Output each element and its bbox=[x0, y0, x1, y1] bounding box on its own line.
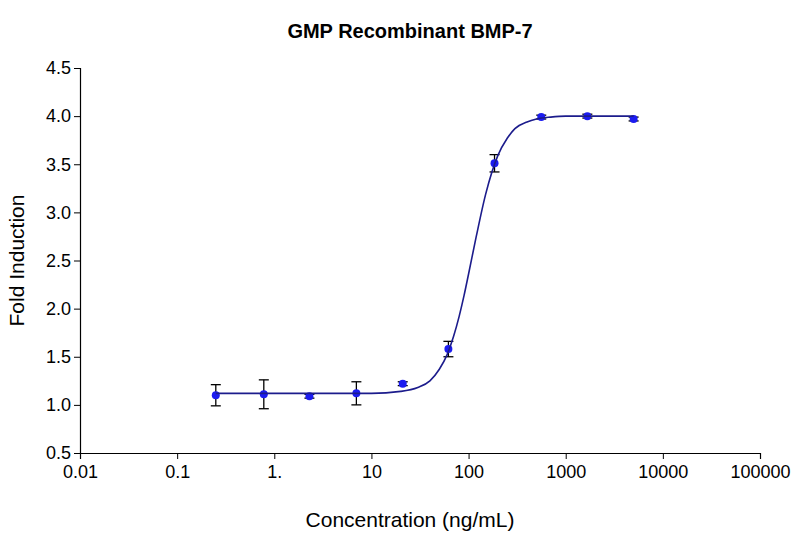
x-tick-mark bbox=[177, 453, 178, 459]
y-tick-label: 0.5 bbox=[46, 443, 71, 463]
x-tick: 100000 bbox=[730, 453, 790, 482]
error-bar bbox=[259, 380, 269, 409]
x-tick: 1000 bbox=[546, 453, 586, 482]
y-tick-mark bbox=[74, 405, 80, 406]
x-tick-mark bbox=[663, 453, 664, 459]
chart: 0.01 0.1 1. 10 100 1000 10000 100000 0.5 1.0 1.5 2.… bbox=[0, 0, 802, 535]
y-tick-mark bbox=[74, 261, 80, 262]
error-bar-cap bbox=[443, 356, 453, 357]
x-tick: 10000 bbox=[638, 453, 688, 482]
x-tick: 0.1 bbox=[165, 453, 190, 482]
y-tick-mark bbox=[74, 212, 80, 213]
data-point bbox=[399, 380, 407, 388]
y-tick-label: 3.5 bbox=[46, 155, 71, 175]
error-bar-cap bbox=[351, 381, 361, 382]
data-point bbox=[212, 391, 220, 399]
x-axis: 0.01 0.1 1. 10 100 1000 10000 100000 bbox=[63, 453, 791, 482]
y-tick-mark bbox=[74, 116, 80, 117]
y-tick: 2.5 bbox=[46, 251, 80, 271]
y-tick-label: 3.0 bbox=[46, 203, 71, 223]
fit-curve bbox=[216, 116, 634, 393]
x-tick-mark bbox=[469, 453, 470, 459]
error-bar-cap bbox=[351, 404, 361, 405]
y-tick: 1.0 bbox=[46, 395, 80, 415]
data-points bbox=[211, 112, 639, 409]
y-axis-title: Fold Induction bbox=[5, 195, 28, 327]
y-tick-mark bbox=[74, 309, 80, 310]
x-axis-line bbox=[81, 454, 761, 460]
error-bar bbox=[211, 385, 221, 406]
x-tick: 100 bbox=[454, 453, 484, 482]
chart-title: GMP Recombinant BMP-7 bbox=[287, 20, 532, 42]
x-axis-title: Concentration (ng/mL) bbox=[306, 508, 515, 531]
x-tick-label: 100000 bbox=[730, 462, 790, 482]
y-tick: 4.0 bbox=[46, 106, 80, 126]
error-bar-cap bbox=[259, 379, 269, 380]
y-tick-label: 1.0 bbox=[46, 395, 71, 415]
x-tick-mark bbox=[760, 453, 761, 459]
y-tick-label: 2.5 bbox=[46, 251, 71, 271]
x-tick-label: 100 bbox=[454, 462, 484, 482]
y-tick-label: 1.5 bbox=[46, 347, 71, 367]
y-tick-mark bbox=[74, 357, 80, 358]
y-tick-mark bbox=[74, 164, 80, 165]
y-tick-mark bbox=[74, 453, 80, 454]
x-tick-label: 0.1 bbox=[165, 462, 190, 482]
x-tick-label: 10 bbox=[362, 462, 382, 482]
x-tick-label: 1000 bbox=[546, 462, 586, 482]
error-bar-cap bbox=[259, 408, 269, 409]
y-tick-mark bbox=[74, 68, 80, 69]
y-tick: 4.5 bbox=[46, 58, 80, 78]
plot-area bbox=[211, 112, 639, 409]
y-tick: 2.0 bbox=[46, 299, 80, 319]
error-bar-cap bbox=[211, 384, 221, 385]
y-tick: 3.5 bbox=[46, 155, 80, 175]
y-tick: 1.5 bbox=[46, 347, 80, 367]
x-tick-label: 10000 bbox=[638, 462, 688, 482]
y-tick: 0.5 bbox=[46, 443, 80, 463]
y-tick-label: 2.0 bbox=[46, 299, 71, 319]
x-tick-mark bbox=[566, 453, 567, 459]
y-axis-line bbox=[74, 69, 81, 454]
x-tick: 1. bbox=[267, 453, 282, 482]
error-bar-cap bbox=[211, 405, 221, 406]
data-point bbox=[260, 390, 268, 398]
y-tick-label: 4.5 bbox=[46, 58, 71, 78]
x-tick: 10 bbox=[362, 453, 382, 482]
x-tick-label: 1. bbox=[267, 462, 282, 482]
y-tick-label: 4.0 bbox=[46, 106, 71, 126]
y-axis: 0.5 1.0 1.5 2.0 2.5 3.0 3.5 4.0 4.5 bbox=[46, 58, 81, 463]
x-tick-mark bbox=[371, 453, 372, 459]
x-tick-mark bbox=[274, 453, 275, 459]
x-tick-label: 0.01 bbox=[63, 462, 98, 482]
y-tick: 3.0 bbox=[46, 203, 80, 223]
